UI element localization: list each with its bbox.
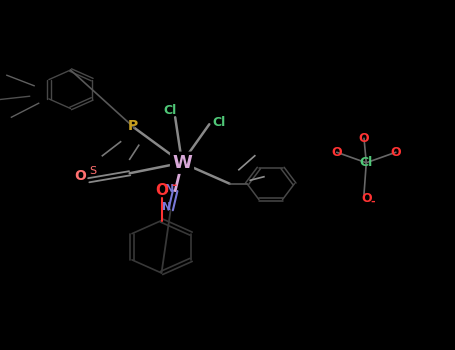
- Text: O: O: [155, 183, 168, 197]
- Text: Cl: Cl: [163, 104, 177, 117]
- Text: P: P: [128, 119, 138, 133]
- Text: N: N: [162, 202, 172, 211]
- Text: O: O: [361, 192, 372, 205]
- Text: -: -: [172, 179, 177, 192]
- Text: -: -: [371, 196, 375, 206]
- Text: O: O: [390, 146, 401, 159]
- Text: N: N: [165, 184, 174, 194]
- Text: O: O: [331, 146, 342, 159]
- Text: Cl: Cl: [359, 156, 373, 169]
- Text: Cl: Cl: [212, 116, 226, 129]
- Text: W: W: [172, 154, 192, 172]
- Text: S: S: [90, 167, 97, 176]
- Text: O: O: [75, 169, 86, 183]
- Text: O: O: [359, 132, 369, 145]
